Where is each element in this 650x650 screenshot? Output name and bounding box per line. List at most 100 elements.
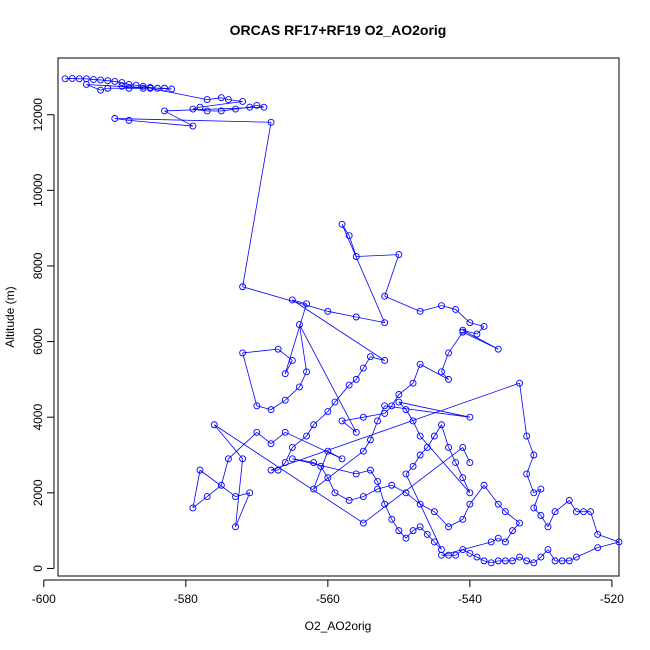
series-segment (455, 462, 464, 478)
series-segment (469, 552, 478, 558)
data-point (480, 557, 488, 565)
series-segment (199, 469, 236, 497)
series-segment (462, 477, 471, 493)
data-point (224, 96, 232, 104)
data-point (153, 84, 161, 92)
data-point (246, 489, 254, 497)
series-segment (256, 405, 272, 411)
series-segment (448, 331, 464, 354)
data-point (409, 462, 417, 470)
series-segment (320, 466, 329, 478)
data-point (253, 101, 261, 109)
series-segment (334, 384, 350, 403)
data-point (359, 493, 367, 501)
data-point (281, 396, 289, 404)
data-point (232, 493, 239, 501)
data-point (118, 79, 126, 87)
series-segment (363, 488, 378, 497)
data-point (537, 512, 545, 519)
x-tick-label: -540 (458, 592, 482, 606)
data-point (267, 406, 275, 414)
series-segment (114, 118, 272, 123)
series-segment (327, 401, 336, 412)
series-segment (86, 84, 101, 91)
data-point (352, 253, 360, 260)
series-segment (299, 324, 357, 433)
data-point (359, 519, 367, 527)
series-segment (86, 78, 94, 80)
data-point (345, 496, 353, 504)
series-segment (462, 503, 471, 520)
data-point (381, 402, 389, 410)
data-point (452, 459, 460, 467)
data-point (551, 508, 559, 516)
data-point (438, 302, 445, 310)
series-segment (327, 310, 357, 318)
data-point (203, 493, 211, 501)
data-point (295, 321, 303, 329)
data-point (118, 82, 126, 90)
data-point (480, 481, 488, 489)
series-segment (391, 519, 400, 531)
data-point (288, 455, 296, 463)
data-point (196, 103, 204, 111)
data-point (466, 549, 474, 557)
series-segment (284, 447, 293, 463)
data-point (359, 364, 367, 372)
series-segment (441, 305, 456, 310)
data-point (295, 383, 303, 391)
data-point (452, 551, 460, 559)
data-point (217, 94, 225, 102)
data-point (239, 349, 247, 357)
data-point (409, 527, 417, 535)
data-point (395, 251, 403, 259)
series-segment (228, 432, 258, 460)
data-point (352, 428, 360, 436)
series-segment (334, 492, 350, 501)
data-point (402, 534, 410, 542)
series-segment (341, 224, 386, 323)
data-point (90, 76, 97, 84)
series-segment (363, 356, 371, 369)
data-point (544, 523, 552, 531)
data-point (487, 538, 495, 546)
series-segment (419, 363, 449, 380)
data-point (61, 75, 69, 83)
data-point (594, 544, 602, 552)
series-segment (519, 383, 528, 437)
data-point (331, 489, 339, 497)
data-point (466, 413, 474, 421)
series-segment (547, 511, 556, 528)
series-segment (391, 484, 407, 494)
data-point (537, 485, 545, 493)
series-segment (405, 466, 414, 475)
data-point (161, 107, 168, 115)
series-segment (512, 556, 520, 562)
series-segment (469, 322, 485, 327)
series-segment (497, 503, 506, 512)
data-point (381, 357, 389, 364)
series-segment (419, 447, 428, 456)
data-point (530, 451, 538, 459)
series-segment (384, 405, 393, 414)
data-point (367, 466, 374, 474)
data-point (416, 500, 424, 508)
series-segment (136, 84, 144, 87)
series-segment (150, 87, 208, 100)
series-segment (441, 424, 449, 448)
data-point (572, 508, 580, 516)
data-point (253, 428, 261, 436)
series-segment (462, 331, 499, 350)
data-point (501, 538, 509, 546)
data-point (224, 455, 232, 463)
series-segment (441, 541, 492, 556)
series-segment (448, 447, 457, 463)
data-point (445, 349, 453, 357)
data-point (409, 417, 417, 425)
series-segment (398, 401, 470, 418)
data-point (430, 538, 438, 546)
series-segment (490, 537, 499, 543)
data-point (253, 402, 261, 410)
series-segment (590, 511, 599, 535)
series-segment (143, 85, 151, 88)
